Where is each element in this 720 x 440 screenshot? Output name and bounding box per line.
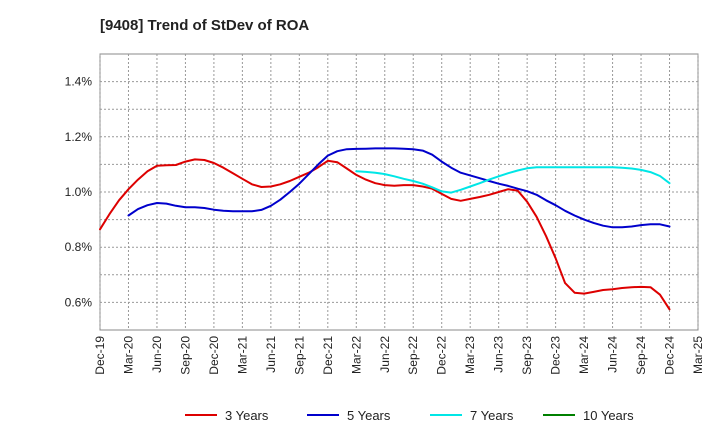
legend-label: 5 Years: [347, 408, 391, 423]
x-tick-label: Sep-21: [292, 336, 306, 375]
x-tick-label: Dec-22: [435, 336, 449, 375]
y-tick-label: 0.8%: [65, 240, 93, 254]
x-tick-label: Jun-23: [492, 336, 506, 373]
x-tick-label: Dec-24: [663, 336, 677, 375]
x-tick-label: Dec-21: [321, 336, 335, 375]
series-line-3-years: [99, 158, 671, 311]
x-tick-label: Mar-24: [577, 336, 591, 374]
x-tick-label: Dec-20: [207, 336, 221, 375]
x-tick-label: Sep-20: [178, 336, 192, 375]
y-axis-ticks: 0.6% 0.8% 1.0% 1.2% 1.4%: [65, 75, 93, 310]
x-tick-label: Dec-23: [549, 336, 563, 375]
x-tick-label: Mar-20: [121, 336, 135, 374]
y-tick-label: 0.6%: [65, 295, 93, 309]
x-tick-label: Jun-20: [150, 336, 164, 373]
y-tick-label: 1.4%: [65, 75, 93, 89]
series-line-7-years: [355, 166, 671, 194]
x-tick-label: Jun-24: [606, 336, 620, 373]
series-line-5-years: [127, 147, 671, 229]
x-tick-label: Mar-25: [691, 336, 705, 374]
legend: 3 Years 5 Years 7 Years 10 Years: [185, 408, 634, 423]
x-tick-label: Sep-23: [520, 336, 534, 375]
legend-label: 7 Years: [470, 408, 514, 423]
y-tick-label: 1.0%: [65, 185, 93, 199]
x-tick-label: Jun-21: [264, 336, 278, 373]
x-tick-label: Sep-22: [406, 336, 420, 375]
x-tick-label: Jun-22: [378, 336, 392, 373]
legend-label: 3 Years: [225, 408, 269, 423]
x-tick-label: Mar-23: [463, 336, 477, 374]
grid: [99, 54, 699, 330]
x-tick-label: Mar-21: [235, 336, 249, 374]
legend-label: 10 Years: [583, 408, 634, 423]
series-lines: [99, 147, 671, 311]
plot-area: [99, 53, 699, 331]
x-tick-label: Mar-22: [349, 336, 363, 374]
x-tick-label: Dec-19: [93, 336, 107, 375]
chart-title: [9408] Trend of StDev of ROA: [100, 17, 309, 34]
x-tick-label: Sep-24: [634, 336, 648, 375]
y-tick-label: 1.2%: [65, 130, 93, 144]
x-axis-ticks: Dec-19 Mar-20 Jun-20 Sep-20 Dec-20 Mar-21 Jun-…: [93, 336, 705, 375]
